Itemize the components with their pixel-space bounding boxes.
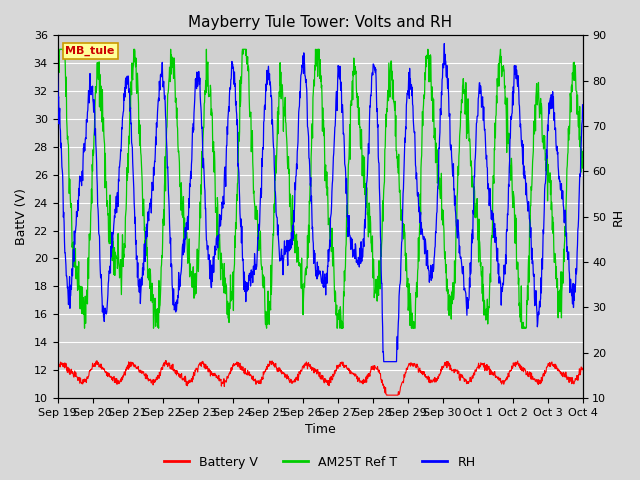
Text: MB_tule: MB_tule (65, 46, 115, 57)
Y-axis label: RH: RH (612, 207, 625, 226)
Title: Mayberry Tule Tower: Volts and RH: Mayberry Tule Tower: Volts and RH (188, 15, 452, 30)
Legend: Battery V, AM25T Ref T, RH: Battery V, AM25T Ref T, RH (159, 451, 481, 474)
X-axis label: Time: Time (305, 423, 335, 436)
Y-axis label: BattV (V): BattV (V) (15, 188, 28, 245)
